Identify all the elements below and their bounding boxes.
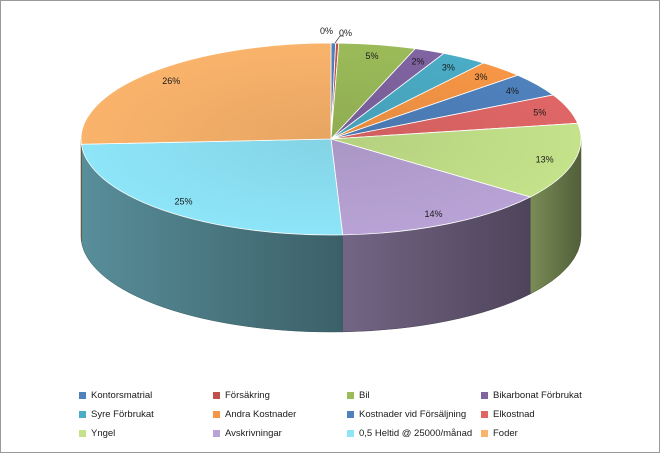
data-label: 0% bbox=[320, 26, 333, 36]
legend-item: Yngel bbox=[79, 427, 213, 439]
data-label: 26% bbox=[162, 76, 180, 86]
legend-swatch bbox=[213, 429, 220, 437]
legend-item: Syre Förbrukat bbox=[79, 408, 213, 420]
legend-swatch bbox=[213, 391, 220, 399]
legend-item: Bil bbox=[347, 389, 481, 401]
legend-label: Avskrivningar bbox=[225, 427, 282, 439]
legend-swatch bbox=[481, 410, 488, 418]
legend-item: Försäkring bbox=[213, 389, 347, 401]
data-label: 4% bbox=[506, 86, 519, 96]
data-label: 2% bbox=[411, 56, 424, 66]
legend-label: Yngel bbox=[91, 427, 116, 439]
legend-label: Kostnader vid Försäljning bbox=[359, 408, 467, 420]
legend: Kontorsmatrial Försäkring Bil Bikarbonat Fö… bbox=[79, 389, 619, 439]
legend-swatch bbox=[347, 391, 354, 399]
legend-item: Bikarbonat Förbrukat bbox=[481, 389, 619, 401]
data-label: 0% bbox=[339, 28, 352, 38]
legend-label: Syre Förbrukat bbox=[91, 408, 154, 420]
legend-swatch bbox=[481, 429, 488, 437]
data-label: 25% bbox=[174, 197, 192, 207]
legend-item: Kontorsmatrial bbox=[79, 389, 213, 401]
legend-label: Foder bbox=[493, 427, 518, 439]
legend-swatch bbox=[79, 391, 86, 399]
slice-foder[interactable] bbox=[80, 42, 332, 145]
data-label: 3% bbox=[442, 63, 455, 73]
legend-swatch bbox=[79, 429, 86, 437]
data-label: 5% bbox=[533, 107, 546, 117]
leader-line bbox=[334, 35, 344, 44]
slice-avskrivningar[interactable] bbox=[330, 138, 532, 236]
legend-swatch bbox=[347, 410, 354, 418]
legend-item: Avskrivningar bbox=[213, 427, 347, 439]
data-label: 5% bbox=[365, 51, 378, 61]
data-label: 14% bbox=[424, 209, 442, 219]
legend-label: Andra Kostnader bbox=[225, 408, 297, 420]
legend-swatch bbox=[481, 391, 488, 399]
legend-label: Försäkring bbox=[225, 389, 270, 401]
legend-label: Bil bbox=[359, 389, 370, 401]
legend-label: Bikarbonat Förbrukat bbox=[493, 389, 582, 401]
legend-item: Andra Kostnader bbox=[213, 408, 347, 420]
legend-swatch bbox=[213, 410, 220, 418]
legend-label: Elkostnad bbox=[493, 408, 535, 420]
data-label: 13% bbox=[536, 154, 554, 164]
data-label: 3% bbox=[474, 72, 487, 82]
legend-label: Kontorsmatrial bbox=[91, 389, 153, 401]
slice-0-5-heltid-25000-m-nad[interactable] bbox=[80, 138, 344, 236]
legend-item: Foder bbox=[481, 427, 619, 439]
legend-item: Kostnader vid Försäljning bbox=[347, 408, 481, 420]
slice-yngel[interactable] bbox=[330, 122, 582, 198]
legend-item: Elkostnad bbox=[481, 408, 619, 420]
legend-swatch bbox=[347, 429, 354, 437]
legend-item: 0,5 Heltid @ 25000/månad bbox=[347, 427, 481, 439]
legend-label: 0,5 Heltid @ 25000/månad bbox=[359, 427, 473, 439]
legend-swatch bbox=[79, 410, 86, 418]
